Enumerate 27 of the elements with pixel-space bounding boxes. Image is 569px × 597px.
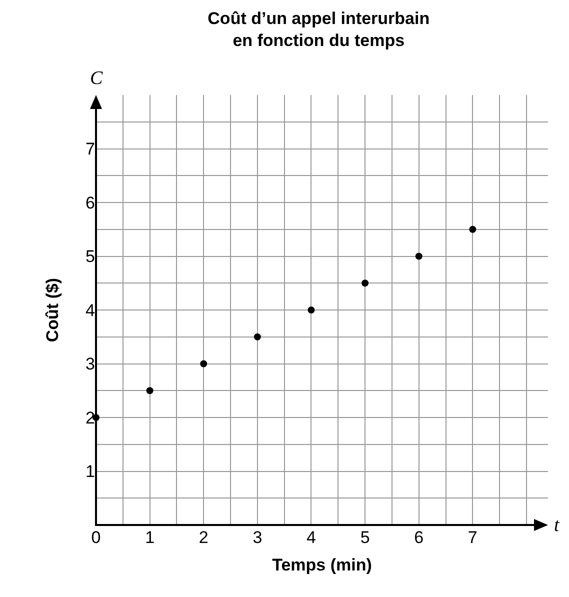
x-tick-label: 4 [306,528,316,547]
x-tick-label: 2 [198,528,208,547]
chart-title: Coût d’un appel interurbain en fonction du temps [208,8,430,50]
y-tick-label: 5 [86,247,95,266]
x-tick-label: 3 [252,528,262,547]
text: t [554,515,560,536]
x-tick-label: 5 [360,528,370,547]
point [200,360,208,368]
point [362,280,369,287]
y-tick-label: 2 [86,408,95,428]
x-tick-label: 1 [145,528,155,547]
y-axis-title: Coût ($) [43,278,62,342]
text: C [90,68,103,89]
x-axis-title: Temps (min) [272,555,372,574]
x-tick-label: 7 [468,528,478,547]
y-tick-label: 6 [86,193,95,212]
y-tick-label: 1 [86,462,95,482]
point [308,306,315,314]
x-tick-label: 6 [414,528,424,547]
x-tick-label: 0 [91,528,101,547]
y-tick-label: 4 [86,300,95,320]
point [254,333,261,340]
point [469,226,476,233]
y-tick-label: 7 [86,140,95,159]
point [146,387,154,394]
point [415,252,422,260]
y-tick-label: 3 [86,354,95,374]
